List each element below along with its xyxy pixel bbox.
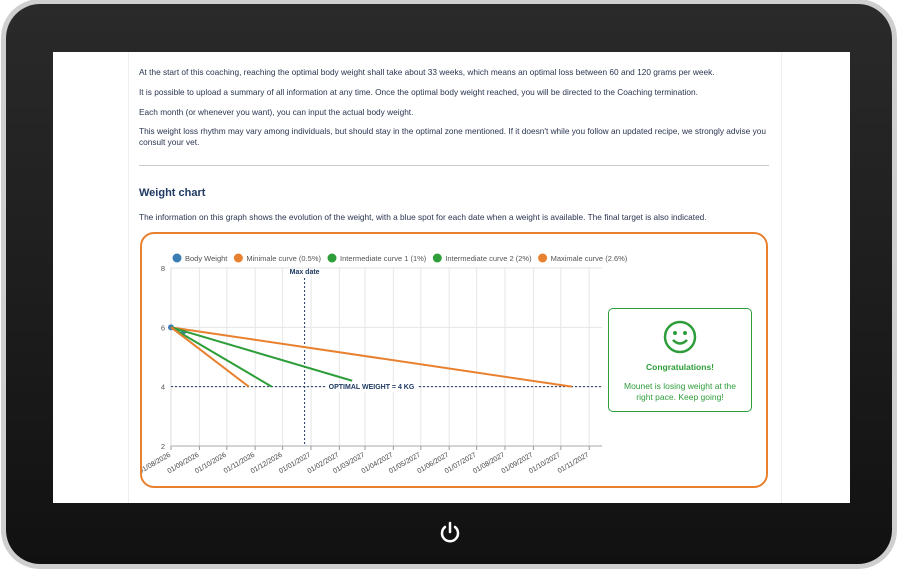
- status-message: Mounet is losing weight at the right pac…: [624, 381, 736, 402]
- y-tick-label: 2: [161, 442, 165, 451]
- legend-label: Intermediate curve 1 (1%): [340, 254, 427, 263]
- legend-label: Maximale curve (2.6%): [551, 254, 628, 263]
- series-line: [170, 326, 353, 382]
- legend-label: Body Weight: [185, 254, 228, 263]
- legend-label: Intermediate curve 2 (2%): [445, 254, 532, 263]
- paragraph: At the start of this coaching, reaching …: [139, 67, 715, 77]
- x-tick-label: 01/11/2027: [557, 452, 590, 475]
- status-title: Congratulations!: [646, 362, 714, 372]
- label-background: [325, 383, 418, 393]
- x-tick-label: 01/10/2026: [194, 452, 228, 476]
- series-line: [170, 326, 250, 388]
- power-button[interactable]: [438, 520, 462, 544]
- legend-marker: [327, 253, 337, 263]
- smiley-icon: [663, 320, 697, 354]
- content-column: [128, 52, 782, 503]
- chart-box: 2 4 6 8 01/08/2026 01/09/2026 01/10/2026 01/11/…: [138, 232, 768, 488]
- y-tick-label: 4: [161, 383, 165, 392]
- series-line: [170, 326, 273, 388]
- chart: 246801/08/202601/09/202601/10/202601/11/…: [138, 253, 628, 476]
- section-intro: The information on this graph shows the …: [139, 212, 707, 222]
- max-date-label: Max date: [290, 269, 320, 276]
- legend-marker: [432, 253, 442, 263]
- optimal-weight-label: OPTIMAL WEIGHT = 4 KG: [329, 384, 415, 391]
- legend-marker: [233, 253, 243, 263]
- legend-marker: [538, 253, 548, 263]
- legend-marker: [172, 253, 182, 263]
- paragraph: Each month (or whenever you want), you c…: [139, 107, 414, 117]
- paragraph: This weight loss rhythm may vary among i…: [139, 126, 766, 147]
- section-title: Weight chart: [139, 187, 206, 199]
- legend-label: Minimale curve (0.5%): [246, 254, 321, 263]
- paragraph: It is possible to upload a summary of al…: [139, 87, 698, 97]
- y-tick-label: 6: [161, 323, 165, 332]
- y-tick-label: 8: [161, 264, 165, 273]
- series-line: [170, 326, 572, 388]
- status-box: Congratulations! Mounet is losing weight…: [608, 308, 752, 412]
- x-tick-label: 01/10/2027: [528, 452, 562, 476]
- divider: [139, 165, 769, 166]
